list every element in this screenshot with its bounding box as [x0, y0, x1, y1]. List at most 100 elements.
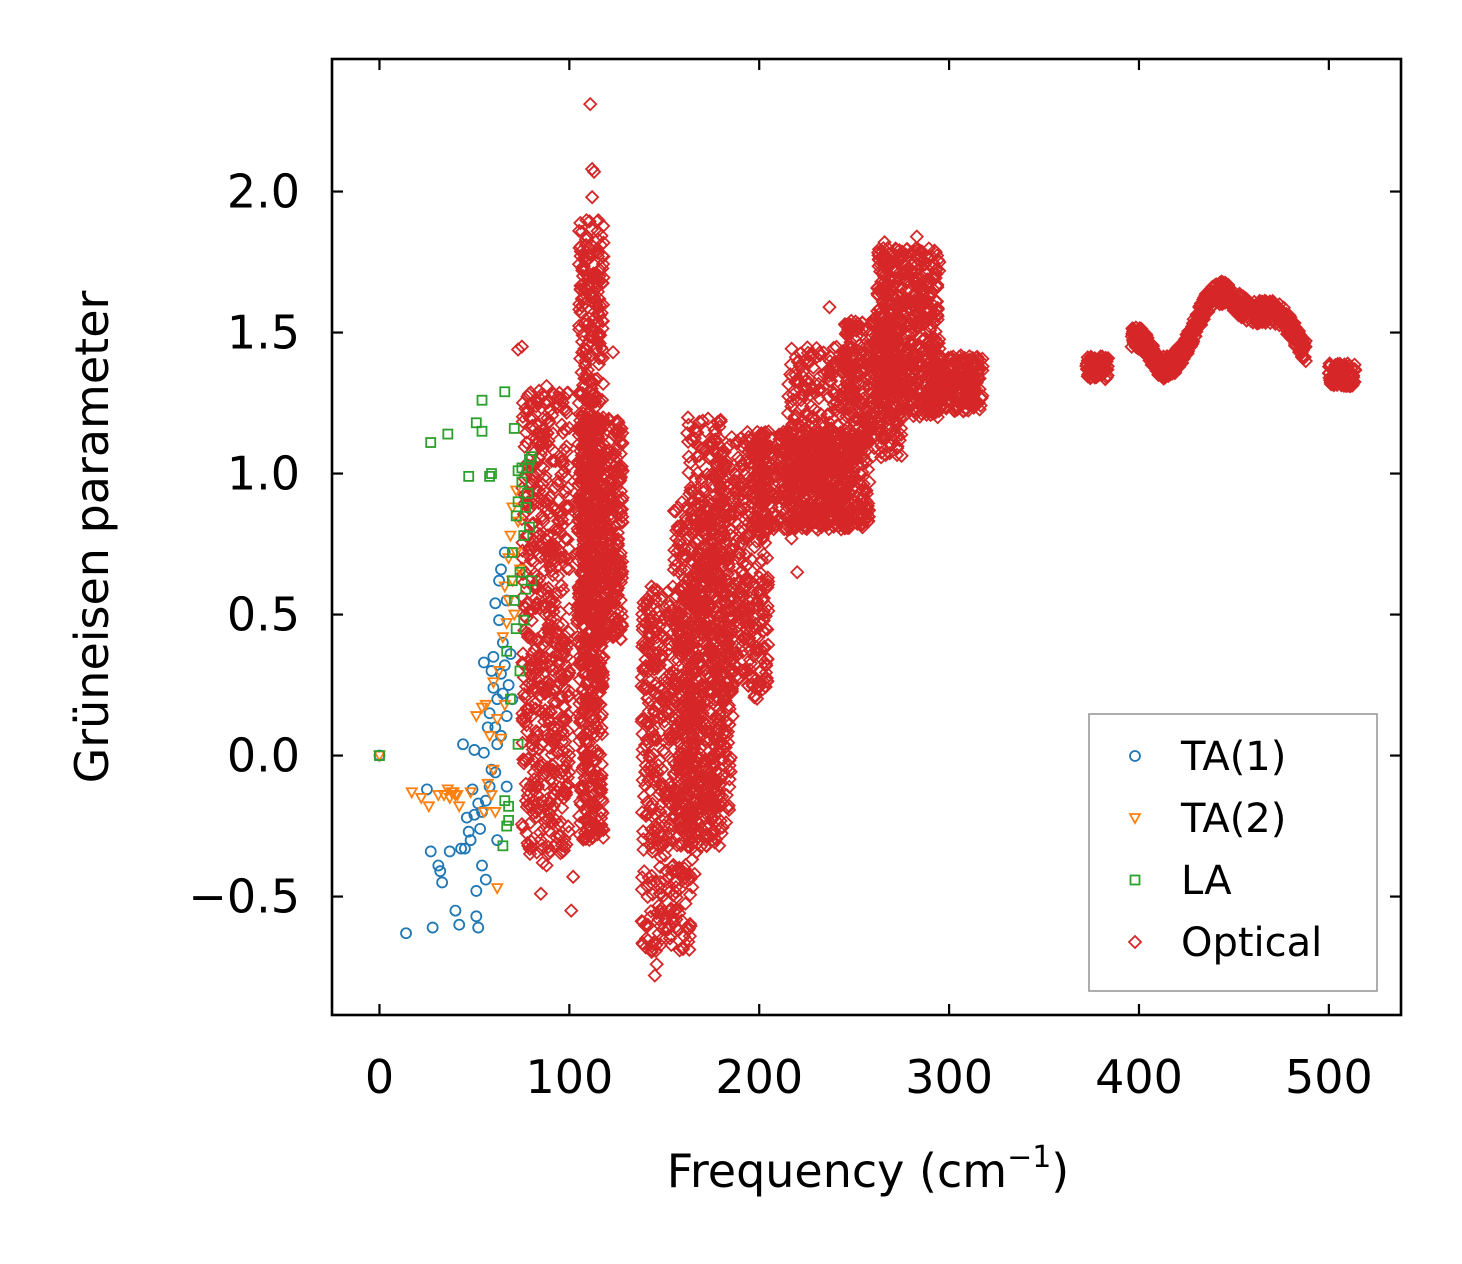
data-point: [594, 726, 610, 742]
data-point: [655, 776, 670, 792]
data-point: [741, 678, 756, 694]
data-point: [547, 781, 562, 797]
data-point: [584, 435, 600, 450]
data-point: [613, 469, 629, 485]
data-point: [553, 814, 569, 830]
data-point: [860, 498, 875, 514]
data-point: [577, 704, 592, 719]
data-point: [861, 404, 876, 419]
data-point: [660, 657, 675, 673]
data-point: [561, 541, 576, 556]
data-point: [670, 760, 686, 776]
data-point: [681, 417, 696, 433]
data-point: [842, 387, 858, 402]
data-point: [604, 570, 619, 585]
data-point: [708, 432, 723, 447]
data-point: [574, 277, 590, 293]
data-point: [581, 667, 596, 682]
data-point: [734, 663, 749, 678]
data-point: [574, 508, 589, 524]
data-point: [735, 556, 751, 571]
data-point: [523, 815, 538, 830]
data-point: [708, 786, 723, 802]
data-point: [591, 357, 607, 372]
data-point: [713, 798, 728, 813]
data-point: [541, 439, 557, 454]
data-point: [554, 710, 569, 725]
data-point: [584, 788, 600, 803]
data-point: [702, 451, 718, 466]
data-point: [710, 474, 726, 490]
data-point: [839, 374, 854, 389]
data-point: [713, 641, 729, 656]
data-points-layer: [372, 96, 1363, 983]
data-point: [646, 703, 662, 718]
data-point: [819, 517, 834, 532]
data-point: [584, 394, 600, 410]
data-point: [557, 464, 572, 479]
data-point: [855, 502, 870, 517]
data-point: [555, 616, 570, 632]
data-point: [799, 521, 815, 537]
data-point: [746, 599, 761, 615]
data-point: [796, 379, 811, 395]
data-point: [634, 714, 649, 729]
data-point: [840, 447, 855, 462]
data-point: [671, 709, 687, 724]
data-point: [646, 747, 662, 762]
data-point: [805, 466, 821, 481]
data-point: [864, 398, 880, 414]
data-point: [575, 499, 591, 515]
data-point: [572, 672, 588, 687]
data-point: [614, 425, 630, 441]
data-point: [764, 431, 780, 446]
data-point: [524, 661, 539, 676]
data-point: [680, 637, 696, 652]
data-point: [574, 425, 589, 441]
data-point: [613, 604, 629, 619]
data-point: [557, 831, 572, 847]
data-point: [577, 578, 593, 593]
data-point: [685, 710, 701, 725]
data-point: [584, 468, 599, 483]
data-point: [610, 440, 626, 456]
data-point: [591, 325, 607, 341]
data-point: [663, 902, 678, 918]
data-point: [692, 694, 708, 709]
data-point: [779, 446, 795, 462]
data-point: [693, 608, 708, 623]
data-point: [584, 815, 599, 830]
data-point: [720, 603, 736, 618]
data-point: [801, 469, 817, 484]
data-point: [574, 544, 590, 560]
data-point: [653, 937, 668, 953]
data-point: [782, 468, 798, 484]
data-point: [536, 563, 552, 578]
data-point: [674, 804, 690, 820]
data-point: [519, 799, 535, 815]
data-point: [531, 648, 546, 663]
data-point: [542, 794, 557, 809]
data-point: [723, 685, 739, 700]
data-point: [559, 561, 574, 576]
data-point: [533, 536, 548, 552]
data-point: [768, 455, 783, 470]
data-point: [657, 671, 672, 687]
data-point: [689, 721, 704, 736]
data-point: [744, 552, 759, 567]
data-point: [681, 653, 697, 669]
data-point: [523, 777, 539, 793]
data-point: [863, 423, 878, 439]
data-point: [784, 432, 799, 448]
data-point: [644, 944, 659, 960]
data-point: [577, 358, 593, 374]
data-point: [718, 675, 734, 691]
data-point: [789, 372, 804, 387]
data-point: [592, 291, 607, 307]
data-point: [594, 706, 610, 722]
data-point: [699, 467, 715, 482]
data-point: [680, 410, 696, 425]
data-point: [802, 354, 818, 369]
data-point: [550, 721, 566, 737]
data-point: [703, 647, 718, 663]
